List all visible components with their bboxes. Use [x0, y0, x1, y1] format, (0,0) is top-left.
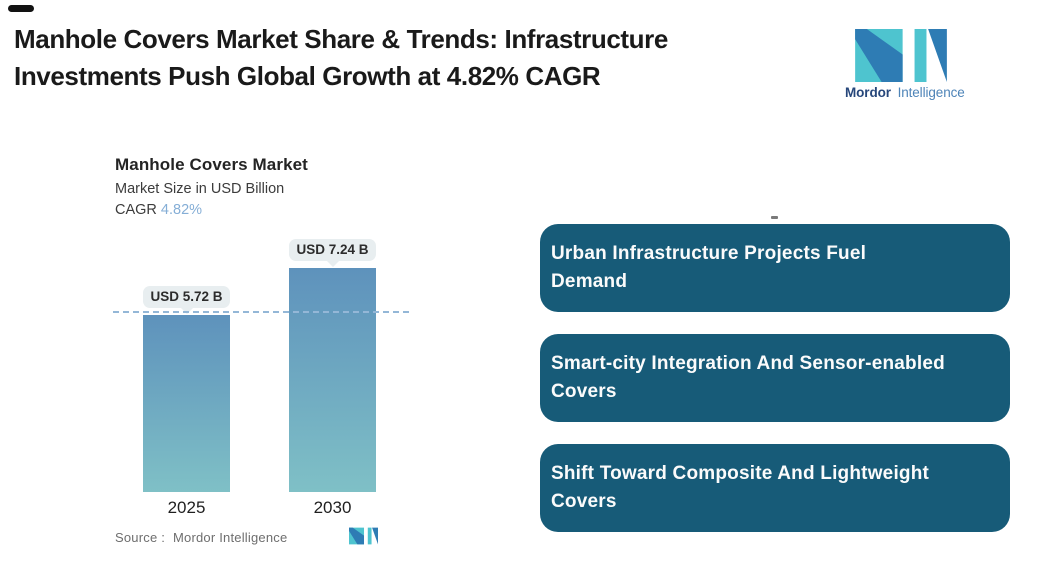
chart-subtitle: Market Size in USD Billion [115, 181, 285, 197]
highlight-box-smart-city: Smart-city Integration And Sensor-enable… [540, 334, 1010, 422]
chart-cagr: CAGR 4.82% [115, 202, 202, 218]
source-label: Source : [115, 530, 166, 545]
cropped-artifact-above-boxes [771, 216, 778, 219]
footer-logo-icon [349, 527, 378, 545]
page-title: Manhole Covers Market Share & Trends: In… [14, 21, 668, 95]
title-line-2: Investments Push Global Growth at 4.82% … [14, 61, 601, 91]
highlight-text-line: Urban Infrastructure Projects Fuel [551, 242, 867, 264]
bar-chart: USD 5.72 B 2025 USD 7.24 B 2030 [0, 0, 520, 517]
bar-2030 [289, 268, 376, 492]
year-label: 2030 [313, 498, 352, 517]
title-line-1: Manhole Covers Market Share & Trends: In… [14, 24, 668, 54]
brand-name-bold: Mordor [845, 85, 891, 100]
reference-dashed-line [113, 311, 409, 313]
cagr-label: CAGR [115, 202, 157, 218]
source-value: Mordor Intelligence [173, 530, 288, 545]
cropped-artifact-top-left [8, 5, 34, 12]
year-label: 2025 [167, 498, 206, 517]
brand-name-light: Intelligence [897, 85, 965, 100]
cagr-value: 4.82% [160, 202, 203, 218]
brand-logo: Mordor Intelligence [845, 29, 965, 100]
mordor-intelligence-logo-icon [855, 29, 947, 82]
highlight-text-line: Covers [551, 491, 617, 512]
bar-column-2030: USD 7.24 B 2030 [289, 239, 376, 517]
source-note: Source : Mordor Intelligence [115, 530, 287, 545]
value-label-bubble: USD 5.72 B [143, 286, 230, 308]
highlight-text-line: Demand [551, 271, 628, 292]
value-label-bubble: USD 7.24 B [289, 239, 376, 261]
brand-name: Mordor Intelligence [845, 85, 965, 100]
highlight-text-line: Shift Toward Composite And Lightweight [551, 462, 930, 484]
highlight-text-line: Smart-city Integration And Sensor-enable… [551, 352, 945, 374]
highlights-panel: Urban Infrastructure Projects Fuel Deman… [540, 224, 1010, 554]
bar-2025 [143, 315, 230, 492]
highlight-text-line: Covers [551, 381, 617, 402]
chart-title: Manhole Covers Market [115, 155, 308, 174]
bar-column-2025: USD 5.72 B 2025 [143, 286, 230, 517]
highlight-box-urban-infrastructure: Urban Infrastructure Projects Fuel Deman… [540, 224, 1010, 312]
highlight-box-composite-covers: Shift Toward Composite And Lightweight C… [540, 444, 1010, 532]
